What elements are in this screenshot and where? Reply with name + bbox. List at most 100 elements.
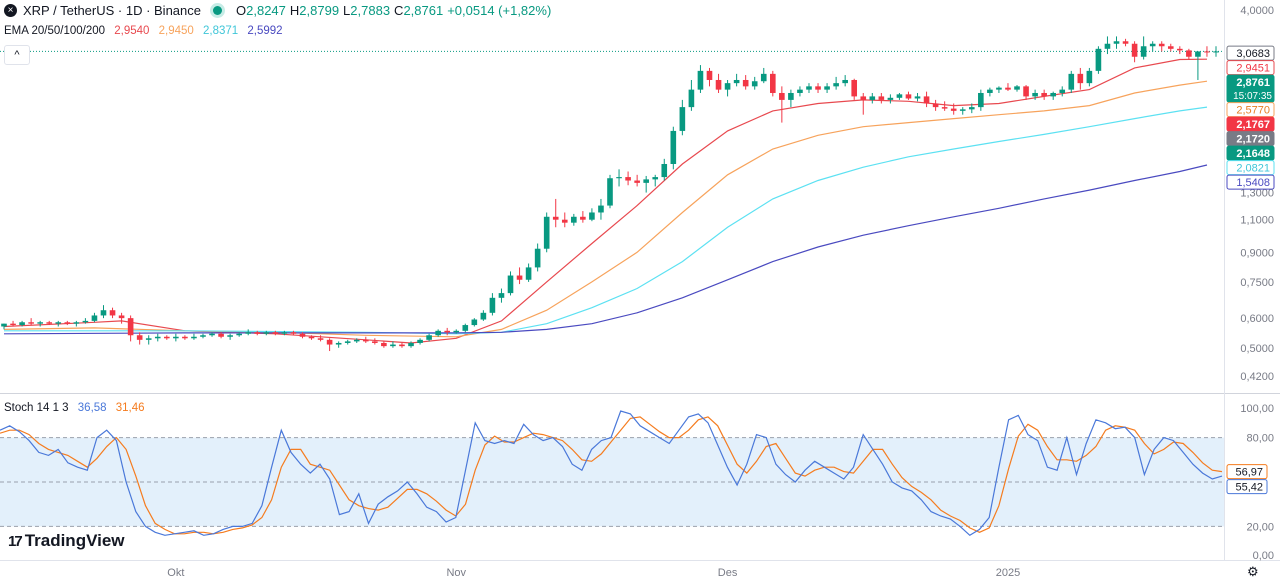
- stoch-legend[interactable]: Stoch 14 1 3 36,58 31,46: [4, 402, 151, 414]
- candle-body: [344, 341, 351, 343]
- candle-body: [82, 320, 89, 323]
- tradingview-logo-icon: 17: [8, 532, 23, 550]
- symbol-title[interactable]: XRP / TetherUS · 1D · Binance: [23, 3, 201, 18]
- candle-body: [987, 89, 993, 93]
- candle-body: [679, 107, 686, 131]
- stoch-signal-line: [0, 416, 1223, 535]
- low-label: L: [343, 3, 351, 18]
- candle-body: [652, 177, 659, 180]
- candle-body: [173, 336, 179, 339]
- time-axis-label: Okt: [167, 567, 184, 579]
- candle-body: [408, 342, 414, 347]
- candle-body: [381, 342, 387, 347]
- low-value: 2,7883: [350, 3, 391, 18]
- stoch-value-label: 55,42: [1235, 482, 1263, 494]
- candle-body: [616, 177, 622, 179]
- stoch-tick-label: 80,00: [1246, 433, 1274, 445]
- symbol-header[interactable]: × XRP / TetherUS · 1D · Binance O 2,8247 …: [4, 3, 551, 18]
- candle-body: [968, 107, 975, 110]
- candle-body: [462, 325, 469, 331]
- candle-body: [154, 336, 161, 339]
- price-tick-label: 0,7500: [1240, 277, 1274, 289]
- candle-body: [136, 335, 143, 340]
- tradingview-logo[interactable]: 17 TradingView: [8, 531, 125, 551]
- candle-body: [480, 312, 487, 320]
- candle-body: [561, 219, 568, 223]
- candle-body: [1095, 48, 1102, 71]
- candle-body: [489, 297, 496, 313]
- candle-body: [390, 344, 396, 347]
- candle-body: [1195, 51, 1201, 57]
- candle-body: [290, 332, 297, 334]
- candle-body: [1086, 70, 1093, 84]
- candle-body: [932, 103, 939, 108]
- candle-body: [516, 275, 523, 280]
- candle-body: [308, 336, 315, 339]
- stoch-tick-label: 0,00: [1253, 550, 1274, 562]
- candle-body: [634, 180, 640, 183]
- candle-body: [589, 212, 595, 220]
- candle-body: [236, 333, 242, 336]
- candle-body: [55, 322, 62, 324]
- candle-body: [64, 322, 71, 324]
- candle-body: [109, 310, 116, 316]
- candle-body: [200, 335, 206, 337]
- candle-body: [552, 216, 559, 220]
- candle-body: [100, 310, 107, 316]
- candle-body: [209, 333, 215, 336]
- price-tick-label: 0,4200: [1240, 371, 1274, 383]
- candle-body: [688, 89, 695, 108]
- candle-body: [91, 315, 98, 321]
- collapse-legend-button[interactable]: ^: [4, 45, 30, 65]
- time-axis-label: Nov: [446, 567, 466, 579]
- price-axis-label: 3,0683: [1236, 48, 1270, 60]
- candle-body: [1041, 92, 1047, 97]
- candle-body: [1050, 92, 1056, 97]
- ema-line: [3, 58, 1208, 344]
- candle-body: [37, 322, 43, 324]
- candle-body: [1032, 92, 1038, 97]
- candle-body: [905, 94, 912, 99]
- candle-body: [607, 178, 613, 206]
- stoch-legend-label: Stoch 14 1 3: [4, 402, 69, 414]
- candle-body: [996, 87, 1002, 90]
- ema200-value: 2,5992: [247, 25, 283, 37]
- candle-body: [815, 86, 821, 90]
- candle-body: [571, 216, 577, 223]
- price-axis-label: 2,0821: [1236, 163, 1270, 175]
- candle-body: [1122, 41, 1129, 44]
- candle-body: [779, 92, 785, 100]
- candle-body: [797, 89, 803, 93]
- close-icon[interactable]: ×: [4, 4, 17, 17]
- ema-line: [3, 164, 1208, 335]
- ema100-value: 2,8371: [203, 25, 239, 37]
- candle-body: [1068, 73, 1075, 90]
- price-axis-label: 2,1648: [1236, 148, 1270, 160]
- close-label: C: [394, 3, 404, 18]
- candle-body: [959, 109, 966, 111]
- candle-body: [860, 96, 867, 100]
- candle-body: [281, 332, 288, 334]
- candle-body: [661, 163, 668, 178]
- high-value: 2,8799: [299, 3, 340, 18]
- price-axis-label: 2,9451: [1236, 63, 1270, 75]
- candle-body: [742, 79, 749, 87]
- ema-line: [3, 80, 1208, 338]
- candle-body: [770, 73, 776, 93]
- stoch-value-label: 56,97: [1235, 467, 1263, 479]
- time-axis-label: 2025: [996, 567, 1020, 579]
- candle-body: [417, 339, 423, 343]
- candle-body: [453, 330, 460, 333]
- stoch-value-label-box: [1226, 464, 1268, 480]
- price-tick-label: 0,9000: [1240, 247, 1274, 259]
- gear-icon[interactable]: ⚙: [1247, 564, 1259, 579]
- ema-legend[interactable]: EMA 20/50/100/200 2,9540 2,9450 2,8371 2…: [4, 25, 289, 37]
- candle-body: [326, 339, 333, 345]
- ema20-value: 2,9540: [114, 25, 150, 37]
- price-axis-label: 2,1720: [1236, 134, 1270, 146]
- candle-body: [145, 338, 152, 340]
- candle-body: [950, 108, 957, 111]
- candle-body: [46, 322, 53, 324]
- price-tick-label: 4,0000: [1240, 5, 1274, 17]
